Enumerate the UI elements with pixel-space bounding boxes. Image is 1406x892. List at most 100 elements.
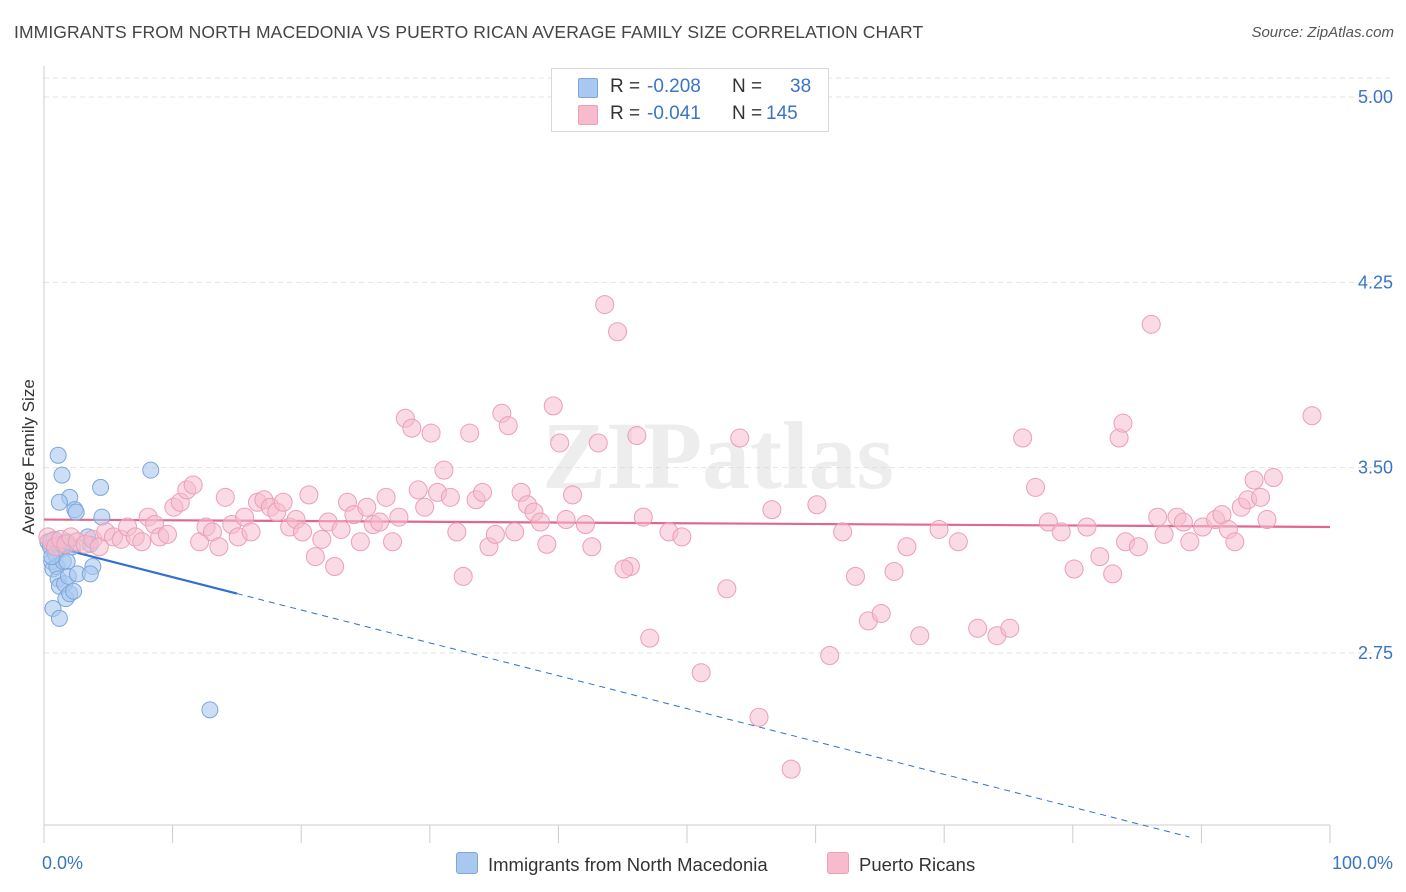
data-point-puerto-rican xyxy=(563,485,583,505)
data-point-puerto-rican xyxy=(820,645,840,665)
series-puerto-rican-points xyxy=(38,295,1322,779)
data-point-puerto-rican xyxy=(1148,507,1168,527)
data-point-puerto-rican xyxy=(498,416,518,436)
data-point-north-macedonia xyxy=(50,493,68,511)
data-point-puerto-rican xyxy=(485,524,505,544)
data-point-puerto-rican xyxy=(871,603,891,623)
data-point-puerto-rican xyxy=(633,507,653,527)
bottom-legend-swatch-pink xyxy=(827,852,849,874)
legend-n-label: N = xyxy=(732,103,763,124)
data-point-puerto-rican xyxy=(299,485,319,505)
data-point-puerto-rican xyxy=(1026,477,1046,497)
watermark: ZIPatlas xyxy=(542,402,894,509)
tick-labels: 2.75 3.50 4.25 5.00 0.0% 100.0% xyxy=(42,87,1393,873)
data-point-puerto-rican xyxy=(749,707,769,727)
data-point-puerto-rican xyxy=(929,519,949,539)
correlation-legend: R = -0.208 N = 38 R = -0.041 N = 145 xyxy=(551,68,829,132)
data-point-puerto-rican xyxy=(595,295,615,315)
y-axis-label: Average Family Size xyxy=(19,379,38,535)
data-point-puerto-rican xyxy=(640,628,660,648)
legend-r-value: -0.041 xyxy=(647,103,701,124)
data-point-puerto-rican xyxy=(1013,428,1033,448)
data-point-puerto-rican xyxy=(884,561,904,581)
data-point-puerto-rican xyxy=(691,663,711,683)
trend-lines xyxy=(43,518,1331,838)
bottom-legend-label-blue: Immigrants from North Macedonia xyxy=(488,854,768,875)
data-point-puerto-rican xyxy=(807,495,827,515)
data-point-puerto-rican xyxy=(357,497,377,517)
data-point-puerto-rican xyxy=(537,534,557,554)
data-point-puerto-rican xyxy=(614,559,634,579)
data-point-puerto-rican xyxy=(1113,413,1133,433)
data-point-puerto-rican xyxy=(833,522,853,542)
data-point-puerto-rican xyxy=(473,482,493,502)
trend-line-pink xyxy=(43,518,1331,529)
data-point-puerto-rican xyxy=(575,515,595,535)
data-point-puerto-rican xyxy=(376,487,396,507)
data-point-puerto-rican xyxy=(408,480,428,500)
legend-r-label: R = xyxy=(610,103,641,124)
bottom-legend-blue: Immigrants from North Macedonia xyxy=(456,852,768,876)
data-point-puerto-rican xyxy=(672,527,692,547)
legend-row-blue: R = -0.208 N = 38 xyxy=(552,74,828,100)
data-point-puerto-rican xyxy=(1154,524,1174,544)
data-point-puerto-rican xyxy=(897,537,917,557)
data-point-puerto-rican xyxy=(460,423,480,443)
legend-r-value: -0.208 xyxy=(647,76,701,97)
data-point-puerto-rican xyxy=(1064,559,1084,579)
data-point-north-macedonia xyxy=(92,478,110,496)
data-point-puerto-rican xyxy=(447,522,467,542)
data-point-puerto-rican xyxy=(550,433,570,453)
legend-n-value: 145 xyxy=(766,103,798,124)
data-point-north-macedonia xyxy=(142,461,160,479)
data-point-north-macedonia xyxy=(53,466,71,484)
trend-line-blue-dashed xyxy=(236,593,1190,838)
data-point-puerto-rican xyxy=(845,566,865,586)
axes xyxy=(43,66,1331,843)
data-point-puerto-rican xyxy=(331,519,351,539)
data-point-puerto-rican xyxy=(1103,564,1123,584)
data-point-puerto-rican xyxy=(1302,406,1322,426)
y-tick-label: 3.50 xyxy=(1358,458,1393,478)
data-point-puerto-rican xyxy=(530,512,550,532)
data-point-puerto-rican xyxy=(273,492,293,512)
data-point-puerto-rican xyxy=(1000,618,1020,638)
data-point-puerto-rican xyxy=(730,428,750,448)
data-point-puerto-rican xyxy=(434,460,454,480)
data-point-puerto-rican xyxy=(1257,510,1277,530)
data-point-north-macedonia xyxy=(49,446,67,464)
data-point-puerto-rican xyxy=(1180,532,1200,552)
y-tick-label: 5.00 xyxy=(1358,87,1393,107)
legend-n-label: N = xyxy=(732,76,763,97)
grid-lines xyxy=(44,77,1393,654)
source-label: Source: ZipAtlas.com xyxy=(1251,24,1394,41)
data-point-puerto-rican xyxy=(1263,468,1283,488)
data-point-puerto-rican xyxy=(209,537,229,557)
chart-title: IMMIGRANTS FROM NORTH MACEDONIA VS PUERT… xyxy=(14,22,924,42)
data-point-north-macedonia xyxy=(65,582,83,600)
legend-swatch-pink xyxy=(578,105,598,125)
x-tick-label-min: 0.0% xyxy=(42,853,83,873)
data-point-puerto-rican xyxy=(968,618,988,638)
y-tick-label: 4.25 xyxy=(1358,272,1393,292)
data-point-puerto-rican xyxy=(1051,522,1071,542)
legend-r-label: R = xyxy=(610,76,641,97)
data-point-puerto-rican xyxy=(1251,487,1271,507)
data-point-puerto-rican xyxy=(421,423,441,443)
data-point-puerto-rican xyxy=(1077,517,1097,537)
data-point-puerto-rican xyxy=(157,524,177,544)
bottom-legend-pink: Puerto Ricans xyxy=(827,852,975,876)
data-point-puerto-rican xyxy=(948,532,968,552)
data-point-north-macedonia xyxy=(50,609,68,627)
data-point-puerto-rican xyxy=(1090,547,1110,567)
data-point-puerto-rican xyxy=(183,475,203,495)
data-point-puerto-rican xyxy=(627,426,647,446)
legend-row-pink: R = -0.041 N = 145 xyxy=(552,101,828,127)
data-point-puerto-rican xyxy=(312,529,332,549)
data-point-puerto-rican xyxy=(1244,470,1264,490)
bottom-legend-label-pink: Puerto Ricans xyxy=(859,854,976,875)
data-point-puerto-rican xyxy=(440,487,460,507)
data-point-puerto-rican xyxy=(505,522,525,542)
data-point-puerto-rican xyxy=(325,557,345,577)
